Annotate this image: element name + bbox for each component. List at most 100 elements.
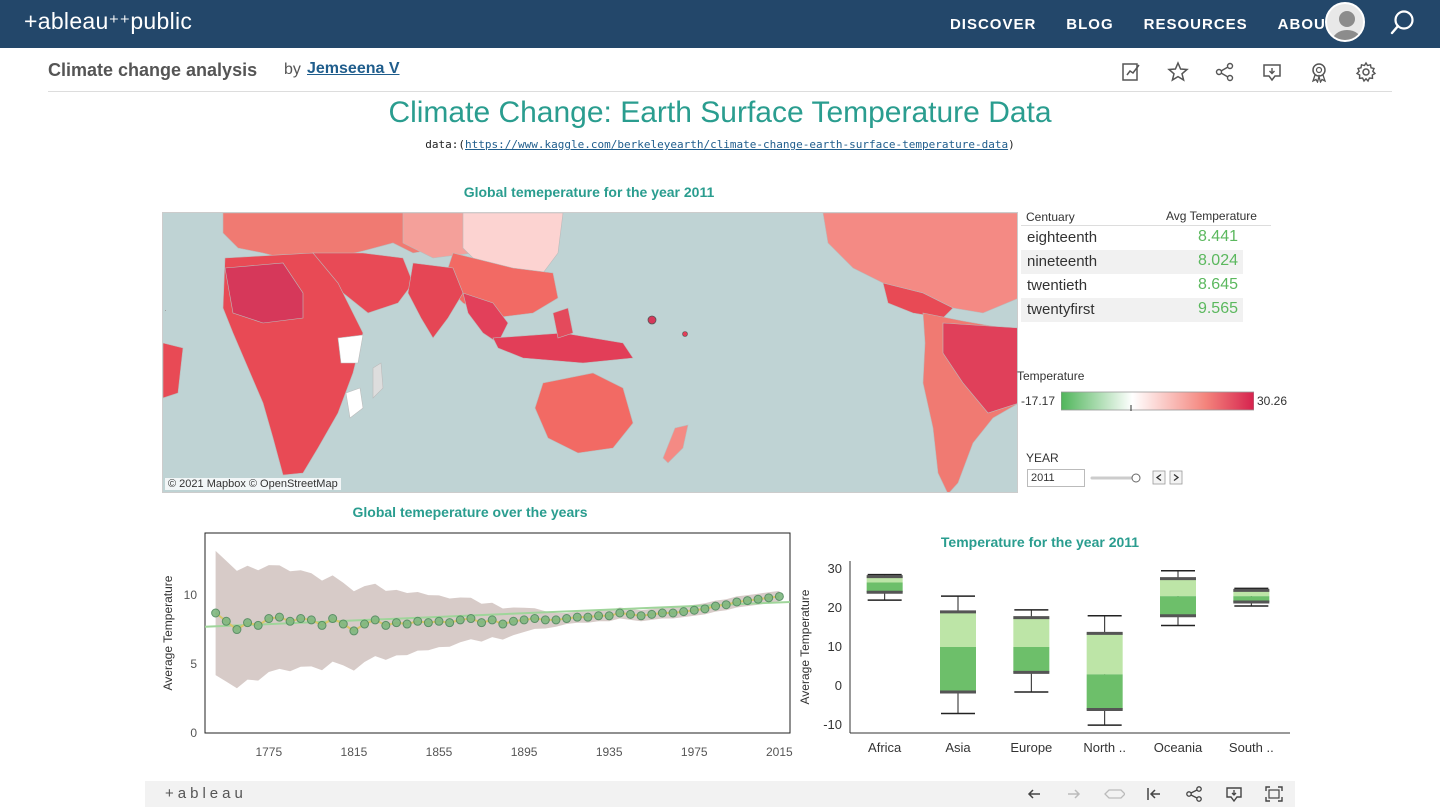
author-link[interactable]: Jemseena V xyxy=(307,60,400,77)
x-tick-label: 1975 xyxy=(681,745,708,759)
nav-discover[interactable]: DISCOVER xyxy=(949,15,1037,33)
download-icon xyxy=(1263,64,1281,82)
lower-box xyxy=(940,647,976,692)
viz-of-the-day-button[interactable] xyxy=(1305,58,1333,86)
line-chart[interactable]: 1775 1815 1855 1895 1935 1975 2015 0 5 10 Average … xyxy=(150,526,800,764)
data-point xyxy=(211,608,221,618)
footer-share-button[interactable] xyxy=(1183,783,1205,805)
map-attribution[interactable]: © 2021 Mapbox © OpenStreetMap xyxy=(165,478,341,490)
share-icon xyxy=(1186,786,1202,802)
tableau-public-logo[interactable]: +ableau⁺⁺public xyxy=(24,8,193,34)
data-point xyxy=(243,618,253,628)
nav-resources[interactable]: RESOURCES xyxy=(1143,15,1248,33)
data-point xyxy=(764,593,774,603)
trend-line xyxy=(204,600,791,628)
data-point xyxy=(370,615,380,625)
color-legend-ramp[interactable] xyxy=(1061,391,1254,411)
nav-blog[interactable]: BLOG xyxy=(1066,15,1114,33)
viz-title-bar: Climate change analysis by Jemseena V xyxy=(48,52,1392,92)
lower-box xyxy=(1233,596,1270,603)
data-point xyxy=(679,607,689,617)
data-point xyxy=(636,611,646,621)
data-point xyxy=(572,612,582,622)
data-point xyxy=(360,619,370,629)
share-button[interactable] xyxy=(1211,58,1239,86)
data-point xyxy=(285,616,295,626)
map-title: Global temeperature for the year 2011 xyxy=(463,184,715,200)
source-link[interactable]: https://www.kaggle.com/berkeleyearth/cli… xyxy=(465,138,1009,151)
year-next-button[interactable] xyxy=(1169,470,1183,485)
table-row[interactable]: nineteenth 8.024 xyxy=(1021,250,1243,274)
fullscreen-button[interactable] xyxy=(1263,783,1285,805)
redo-button[interactable] xyxy=(1063,783,1085,805)
data-point xyxy=(689,605,699,615)
tableau-footer-logo[interactable]: +ableau xyxy=(165,785,247,802)
favorite-button[interactable] xyxy=(1164,58,1192,86)
lower-box xyxy=(1160,596,1196,616)
data-point xyxy=(647,609,657,619)
search-button[interactable] xyxy=(1388,8,1418,38)
download-button[interactable] xyxy=(1258,58,1286,86)
lower-box xyxy=(1013,647,1050,673)
data-point xyxy=(540,615,550,625)
revert-icon xyxy=(1104,789,1125,799)
data-point xyxy=(391,618,401,628)
data-point xyxy=(700,604,710,614)
y-axis-label: Average Temperature xyxy=(161,575,175,690)
avatar[interactable] xyxy=(1325,2,1365,42)
data-point xyxy=(668,608,678,618)
data-point xyxy=(498,619,508,629)
share-icon xyxy=(1215,62,1234,82)
download-icon xyxy=(1226,787,1242,803)
map-canvas: · xyxy=(163,213,1017,492)
legend-min: -17.17 xyxy=(1021,394,1056,408)
x-tick-label: 1855 xyxy=(426,745,453,759)
undo-button[interactable] xyxy=(1023,783,1045,805)
upper-box xyxy=(1086,633,1123,675)
year-input[interactable]: 2011 xyxy=(1027,469,1085,487)
year-prev-button[interactable] xyxy=(1152,470,1166,485)
data-point xyxy=(434,616,444,626)
data-point xyxy=(519,615,529,625)
legend-title: Temperature xyxy=(1017,369,1085,383)
chevron-left-icon xyxy=(1155,473,1162,482)
data-point xyxy=(296,614,306,624)
category-label: Oceania xyxy=(1154,740,1203,755)
edit-icon xyxy=(1122,63,1140,81)
nav-about[interactable]: ABOUT xyxy=(1277,15,1336,33)
y-tick-label: -10 xyxy=(823,717,842,732)
reset-button[interactable] xyxy=(1143,783,1165,805)
data-point xyxy=(338,619,348,629)
y-tick-label: 20 xyxy=(828,600,842,615)
revert-button[interactable] xyxy=(1103,783,1125,805)
data-point xyxy=(753,594,763,604)
user-icon xyxy=(1332,11,1362,40)
footer-download-button[interactable] xyxy=(1223,783,1245,805)
box-chart[interactable]: -10 0 10 20 30 Average Temperature Africa Asia E… xyxy=(790,556,1300,761)
edit-button[interactable] xyxy=(1117,58,1145,86)
year-slider[interactable] xyxy=(1090,470,1190,486)
table-row[interactable]: twentyfirst 9.565 xyxy=(1021,298,1243,322)
category-label: Africa xyxy=(868,740,902,755)
data-point xyxy=(551,615,561,625)
box-plot-2 xyxy=(1013,609,1050,693)
upper-box xyxy=(866,576,903,583)
footer-controls xyxy=(1005,783,1285,805)
data-point xyxy=(466,614,476,624)
data-point xyxy=(402,619,412,629)
data-point xyxy=(253,620,263,630)
world-temperature-map[interactable]: · © 2021 Mapbox © OpenStreetMap xyxy=(162,212,1018,493)
y-axis-label: Average Temperature xyxy=(798,589,812,704)
x-tick-label: 1775 xyxy=(255,745,282,759)
dashboard-title: Climate Change: Earth Surface Temperatur… xyxy=(388,96,1052,129)
y-tick-label: 0 xyxy=(835,678,842,693)
settings-button[interactable] xyxy=(1352,58,1380,86)
table-row[interactable]: twentieth 8.645 xyxy=(1027,276,1238,294)
data-point xyxy=(487,615,497,625)
y-tick-label: 10 xyxy=(184,588,198,602)
col-header-avg-temp: Avg Temperature xyxy=(1166,209,1257,223)
data-point xyxy=(274,612,284,622)
data-point xyxy=(423,618,433,628)
data-point xyxy=(317,620,327,630)
table-row[interactable]: eighteenth 8.441 xyxy=(1027,228,1238,246)
